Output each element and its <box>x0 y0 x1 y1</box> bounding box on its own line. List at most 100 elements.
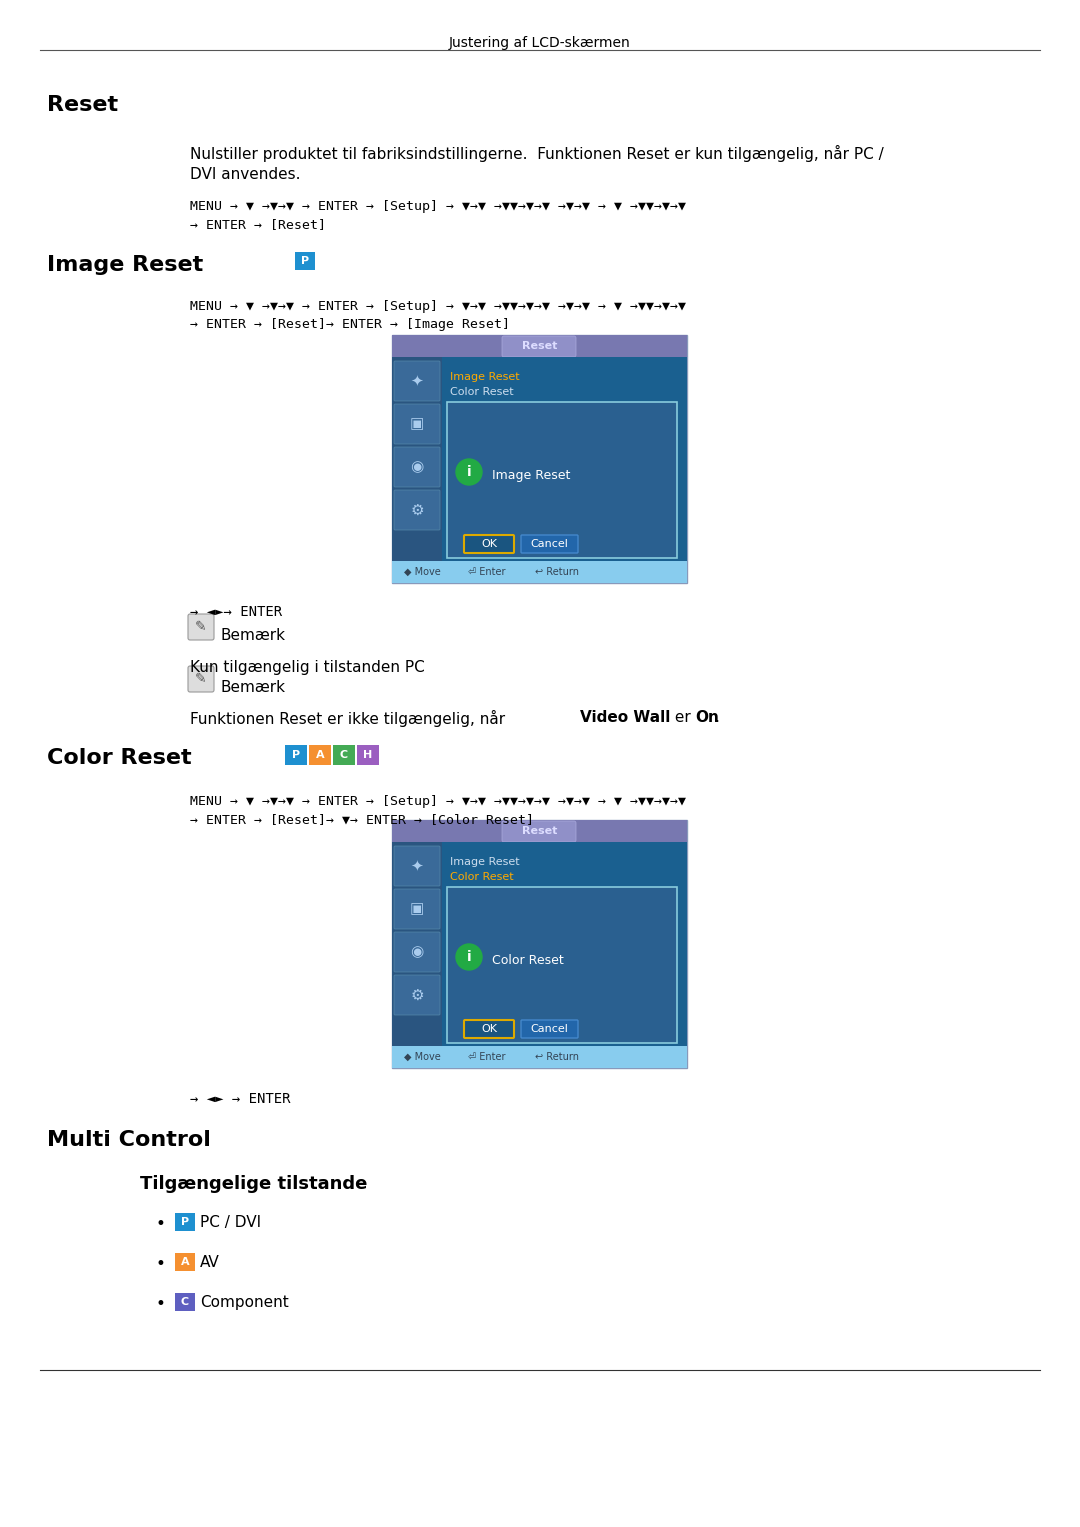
Text: ↩ Return: ↩ Return <box>535 1052 579 1061</box>
Text: P: P <box>292 750 300 760</box>
Text: i: i <box>467 466 471 479</box>
FancyBboxPatch shape <box>394 846 440 886</box>
Text: C: C <box>181 1296 189 1307</box>
Bar <box>392 560 687 583</box>
Text: ▣: ▣ <box>409 901 424 916</box>
Bar <box>392 334 687 357</box>
Text: Video Wall: Video Wall <box>580 710 671 725</box>
Circle shape <box>456 944 482 970</box>
FancyBboxPatch shape <box>188 614 214 640</box>
Text: MENU → ▼ →▼→▼ → ENTER → [Setup] → ▼→▼ →▼▼→▼→▼ →▼→▼ → ▼ →▼▼→▼→▼: MENU → ▼ →▼→▼ → ENTER → [Setup] → ▼→▼ →▼… <box>190 796 686 808</box>
Bar <box>442 357 687 560</box>
Text: On: On <box>696 710 719 725</box>
Text: ✦: ✦ <box>410 858 423 873</box>
FancyBboxPatch shape <box>394 976 440 1015</box>
Text: ↩ Return: ↩ Return <box>535 567 579 577</box>
Bar <box>392 357 442 560</box>
Text: •: • <box>156 1295 165 1313</box>
Text: ◆ Move: ◆ Move <box>404 567 441 577</box>
Text: Image Reset: Image Reset <box>492 469 570 483</box>
FancyBboxPatch shape <box>394 360 440 402</box>
Text: ✎: ✎ <box>195 620 206 634</box>
Text: Funktionen Reset er ikke tilgængelig, når: Funktionen Reset er ikke tilgængelig, nå… <box>190 710 510 727</box>
Text: Multi Control: Multi Control <box>48 1130 211 1150</box>
Text: C: C <box>340 750 348 760</box>
Bar <box>447 402 677 557</box>
FancyBboxPatch shape <box>188 666 214 692</box>
Text: Nulstiller produktet til fabriksindstillingerne.  Funktionen Reset er kun tilgæn: Nulstiller produktet til fabriksindstill… <box>190 145 883 162</box>
Text: Color Reset: Color Reset <box>492 954 564 968</box>
Text: Reset: Reset <box>522 341 557 351</box>
Text: H: H <box>363 750 373 760</box>
Text: ◉: ◉ <box>410 945 423 959</box>
Text: Bemærk: Bemærk <box>220 628 285 643</box>
Text: Color Reset: Color Reset <box>450 386 514 397</box>
Text: MENU → ▼ →▼→▼ → ENTER → [Setup] → ▼→▼ →▼▼→▼→▼ →▼→▼ → ▼ →▼▼→▼→▼: MENU → ▼ →▼→▼ → ENTER → [Setup] → ▼→▼ →▼… <box>190 299 686 313</box>
Text: Bemærk: Bemærk <box>220 680 285 695</box>
Bar <box>392 820 687 1067</box>
Text: A: A <box>180 1257 189 1267</box>
Text: ◆ Move: ◆ Move <box>404 1052 441 1061</box>
Text: MENU → ▼ →▼→▼ → ENTER → [Setup] → ▼→▼ →▼▼→▼→▼ →▼→▼ → ▼ →▼▼→▼→▼: MENU → ▼ →▼→▼ → ENTER → [Setup] → ▼→▼ →▼… <box>190 200 686 212</box>
FancyBboxPatch shape <box>394 405 440 444</box>
Text: Image Reset: Image Reset <box>450 373 519 382</box>
Text: → ◄► → ENTER: → ◄► → ENTER <box>190 1092 291 1106</box>
Text: Color Reset: Color Reset <box>48 748 191 768</box>
FancyBboxPatch shape <box>502 822 576 841</box>
Text: Justering af LCD-skærmen: Justering af LCD-skærmen <box>449 37 631 50</box>
Bar <box>447 887 677 1043</box>
Bar <box>295 252 315 270</box>
Bar <box>392 1046 687 1067</box>
Text: → ENTER → [Reset]→ ▼→ ENTER → [Color Reset]: → ENTER → [Reset]→ ▼→ ENTER → [Color Res… <box>190 812 534 826</box>
Text: → ENTER → [Reset]: → ENTER → [Reset] <box>190 218 326 231</box>
Text: Kun tilgængelig i tilstanden PC: Kun tilgængelig i tilstanden PC <box>190 660 424 675</box>
Bar <box>175 1212 195 1231</box>
Bar <box>333 745 355 765</box>
Text: P: P <box>181 1217 189 1228</box>
Text: er: er <box>670 710 696 725</box>
Text: AV: AV <box>200 1255 219 1270</box>
Text: Component: Component <box>200 1295 288 1310</box>
Circle shape <box>456 460 482 486</box>
Text: i: i <box>467 950 471 964</box>
FancyBboxPatch shape <box>394 447 440 487</box>
Text: .: . <box>714 710 719 725</box>
Text: ▣: ▣ <box>409 417 424 432</box>
Text: Color Reset: Color Reset <box>450 872 514 883</box>
Text: ✦: ✦ <box>410 374 423 388</box>
FancyBboxPatch shape <box>521 1020 578 1038</box>
Text: Reset: Reset <box>48 95 118 115</box>
Bar <box>442 841 687 1046</box>
FancyBboxPatch shape <box>394 931 440 973</box>
FancyBboxPatch shape <box>521 534 578 553</box>
FancyBboxPatch shape <box>464 534 514 553</box>
Text: OK: OK <box>481 1025 497 1034</box>
Text: Cancel: Cancel <box>530 539 568 550</box>
Text: PC / DVI: PC / DVI <box>200 1215 261 1231</box>
Text: Image Reset: Image Reset <box>450 857 519 867</box>
Text: P: P <box>301 257 309 266</box>
Text: OK: OK <box>481 539 497 550</box>
Text: ⚙: ⚙ <box>410 988 423 1003</box>
Bar <box>357 745 379 765</box>
Bar <box>175 1254 195 1270</box>
Bar <box>392 334 687 583</box>
Text: ⏎ Enter: ⏎ Enter <box>469 567 505 577</box>
Bar <box>309 745 330 765</box>
Bar <box>392 820 687 841</box>
Text: Image Reset: Image Reset <box>48 255 203 275</box>
Bar <box>392 841 442 1046</box>
FancyBboxPatch shape <box>502 336 576 357</box>
FancyBboxPatch shape <box>394 490 440 530</box>
Text: ✎: ✎ <box>195 672 206 686</box>
Text: Tilgængelige tilstande: Tilgængelige tilstande <box>140 1174 367 1193</box>
Text: •: • <box>156 1255 165 1274</box>
Text: A: A <box>315 750 324 760</box>
Text: Cancel: Cancel <box>530 1025 568 1034</box>
Text: → ◄►→ ENTER: → ◄►→ ENTER <box>190 605 282 618</box>
Bar <box>285 745 307 765</box>
Bar <box>175 1293 195 1312</box>
Text: ◉: ◉ <box>410 460 423 475</box>
Text: DVI anvendes.: DVI anvendes. <box>190 166 300 182</box>
FancyBboxPatch shape <box>464 1020 514 1038</box>
